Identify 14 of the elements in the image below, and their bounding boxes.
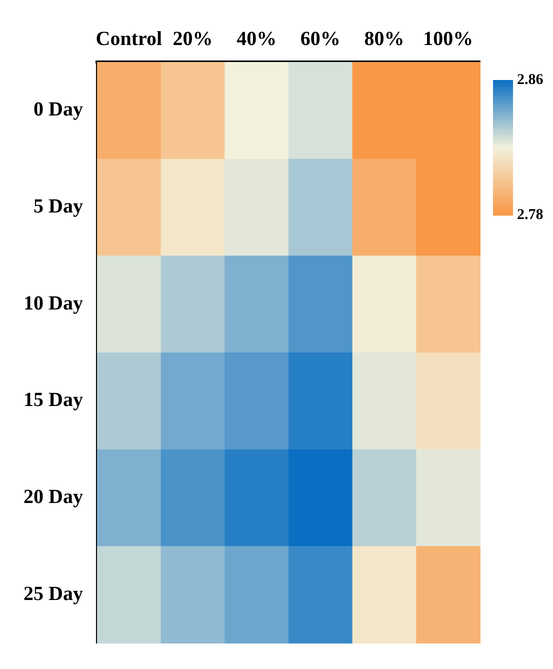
x-tick-label: 20% (172, 28, 213, 50)
x-tick-label: 60% (300, 28, 340, 50)
y-tick-label: 25 Day (24, 582, 83, 605)
x-tick-label: Control (96, 28, 163, 50)
y-tick-label: 0 Day (34, 98, 83, 121)
color-bar-label: 2.78 (517, 206, 544, 223)
x-tick-label: 40% (236, 28, 277, 50)
color-bar-label: 2.86 (517, 72, 544, 88)
y-tick-label: 10 Day (24, 292, 83, 314)
y-tick-label: 15 Day (24, 389, 83, 412)
x-tick-label: 80% (364, 28, 404, 50)
y-tick-label: 5 Day (34, 195, 83, 218)
x-tick-label: 100% (423, 28, 474, 50)
y-tick-label: 20 Day (24, 486, 83, 508)
